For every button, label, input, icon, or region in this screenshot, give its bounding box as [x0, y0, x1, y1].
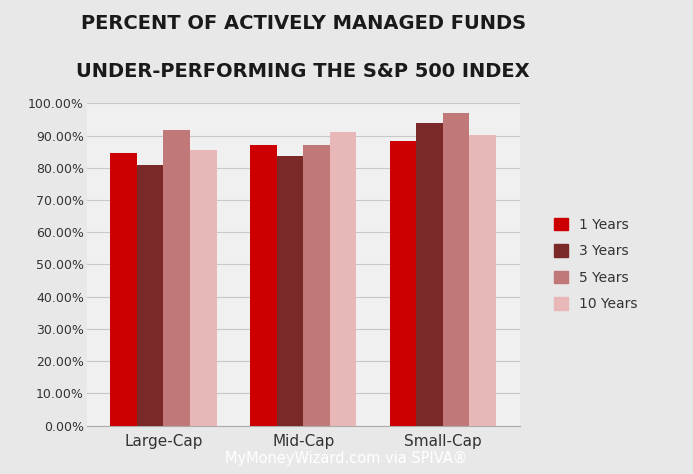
- Text: UNDER-PERFORMING THE S&P 500 INDEX: UNDER-PERFORMING THE S&P 500 INDEX: [76, 62, 530, 81]
- Legend: 1 Years, 3 Years, 5 Years, 10 Years: 1 Years, 3 Years, 5 Years, 10 Years: [548, 212, 643, 317]
- Bar: [390, 141, 416, 426]
- Bar: [190, 150, 217, 426]
- Bar: [443, 113, 469, 426]
- Bar: [137, 164, 164, 426]
- Bar: [469, 135, 496, 426]
- Bar: [164, 130, 190, 426]
- Text: MyMoneyWizard.com via SPIVA®: MyMoneyWizard.com via SPIVA®: [225, 451, 468, 466]
- Bar: [110, 153, 137, 426]
- Bar: [250, 145, 277, 426]
- Bar: [304, 145, 330, 426]
- Bar: [330, 132, 356, 426]
- Bar: [277, 156, 304, 426]
- Bar: [416, 123, 443, 426]
- Text: PERCENT OF ACTIVELY MANAGED FUNDS: PERCENT OF ACTIVELY MANAGED FUNDS: [80, 14, 526, 33]
